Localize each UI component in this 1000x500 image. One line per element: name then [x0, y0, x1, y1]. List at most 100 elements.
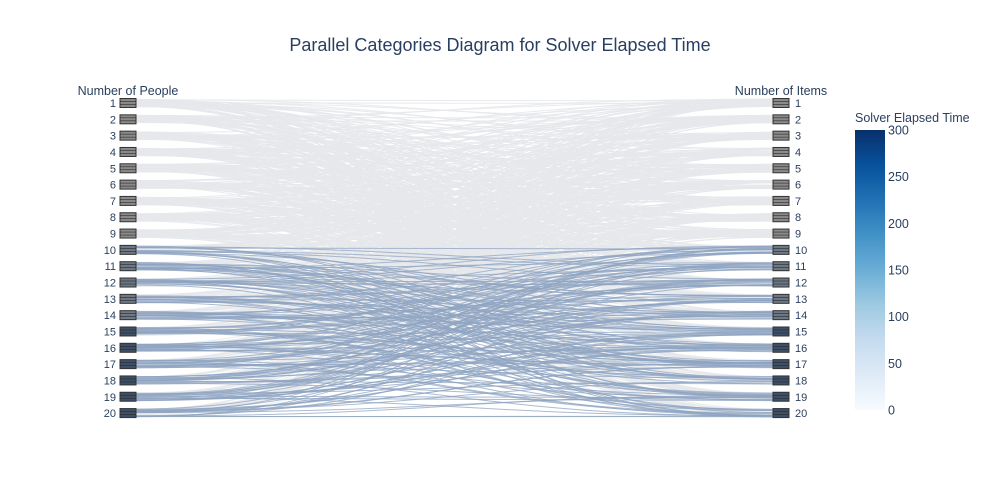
category-bar-items-15[interactable] — [772, 326, 790, 337]
category-label-items: 12 — [795, 278, 807, 290]
category-bar-items-19[interactable] — [772, 391, 790, 402]
category-label-items: 18 — [795, 375, 807, 387]
colorbar-tick-label: 50 — [888, 357, 902, 371]
ribbon-link — [135, 251, 774, 380]
ribbon-link — [135, 310, 774, 395]
category-bar-items-14[interactable] — [772, 310, 790, 321]
colorbar — [855, 130, 885, 410]
colorbar-tick-label: 300 — [888, 124, 909, 138]
category-bar-items-18[interactable] — [772, 375, 790, 386]
category-label-people: 1 — [110, 98, 116, 110]
category-label-people: 4 — [110, 147, 116, 159]
category-bars — [119, 98, 790, 419]
category-bar-people-12[interactable] — [119, 277, 137, 288]
category-label-items: 13 — [795, 294, 807, 306]
category-bar-items-8[interactable] — [772, 212, 790, 223]
colorbar-tick-label: 200 — [888, 217, 909, 231]
category-label-items: 15 — [795, 326, 807, 338]
category-label-people: 11 — [105, 261, 116, 273]
dimension-label-items: Number of Items — [735, 84, 827, 98]
ribbon-link — [135, 284, 774, 412]
colorbar-tick-label: 100 — [888, 310, 909, 324]
category-bar-people-10[interactable] — [119, 244, 137, 255]
ribbon-link — [135, 99, 774, 188]
category-bar-people-19[interactable] — [119, 391, 137, 402]
category-bar-people-11[interactable] — [119, 261, 137, 272]
ribbon-link — [135, 280, 774, 331]
ribbon-link — [135, 269, 774, 345]
ribbon-link — [135, 102, 774, 216]
category-bar-people-13[interactable] — [119, 293, 137, 304]
category-bar-people-6[interactable] — [119, 179, 137, 190]
ribbon-link — [135, 280, 774, 296]
category-bar-people-1[interactable] — [119, 98, 137, 108]
category-label-items: 3 — [795, 131, 801, 143]
category-bar-people-16[interactable] — [119, 342, 137, 353]
ribbon-link — [135, 380, 774, 385]
ribbon-link — [135, 327, 774, 410]
ribbon-link — [135, 381, 774, 412]
category-bar-items-6[interactable] — [772, 179, 790, 190]
category-label-people: 13 — [104, 294, 116, 306]
category-bar-people-4[interactable] — [119, 146, 137, 157]
ribbon-link — [135, 332, 774, 346]
category-label-items: 5 — [795, 163, 801, 175]
category-label-people: 2 — [110, 114, 116, 126]
category-bar-people-3[interactable] — [119, 130, 137, 141]
category-bar-people-20[interactable] — [119, 408, 137, 419]
ribbon-link — [135, 252, 774, 395]
ribbon-link — [135, 99, 774, 169]
ribbon-link — [135, 99, 774, 215]
category-bar-people-14[interactable] — [119, 310, 137, 321]
category-bar-items-9[interactable] — [772, 228, 790, 239]
ribbon-link — [135, 99, 774, 102]
category-bar-items-4[interactable] — [772, 146, 790, 157]
category-bar-people-5[interactable] — [119, 163, 137, 174]
ribbon-link — [135, 245, 774, 347]
category-bar-people-7[interactable] — [119, 195, 137, 206]
category-label-items: 9 — [795, 229, 801, 241]
category-label-items: 14 — [795, 310, 807, 322]
ribbon-link — [135, 180, 774, 361]
category-bar-items-10[interactable] — [772, 244, 790, 255]
category-bar-items-17[interactable] — [772, 359, 790, 370]
ribbon-link — [135, 396, 774, 413]
category-bar-items-11[interactable] — [772, 261, 790, 272]
category-bar-items-20[interactable] — [772, 408, 790, 419]
category-bar-people-2[interactable] — [119, 114, 137, 125]
category-bar-people-9[interactable] — [119, 228, 137, 239]
category-bar-people-17[interactable] — [119, 359, 137, 370]
category-bar-people-15[interactable] — [119, 326, 137, 337]
category-label-people: 9 — [110, 229, 116, 241]
dimension-label-people: Number of People — [78, 84, 179, 98]
category-label-people: 6 — [110, 180, 116, 192]
category-label-people: 17 — [104, 359, 116, 371]
category-bar-items-13[interactable] — [772, 293, 790, 304]
ribbon-link — [135, 365, 774, 413]
ribbon-link — [135, 329, 774, 411]
category-bar-items-16[interactable] — [772, 342, 790, 353]
category-bar-people-18[interactable] — [119, 375, 137, 386]
category-bar-items-3[interactable] — [772, 130, 790, 141]
colorbar-ticks: 0 50 100 150 200 250 300 — [888, 124, 909, 418]
ribbon-link — [135, 263, 774, 418]
category-label-people: 18 — [104, 375, 116, 387]
ribbon-link — [135, 295, 774, 313]
category-label-items: 19 — [795, 392, 807, 404]
category-label-people: 16 — [104, 343, 116, 355]
category-bar-people-8[interactable] — [119, 212, 137, 223]
ribbon-link — [135, 246, 774, 266]
category-bar-items-2[interactable] — [772, 114, 790, 125]
ribbon-link — [135, 115, 774, 249]
category-bar-items-5[interactable] — [772, 163, 790, 174]
category-label-people: 14 — [104, 310, 116, 322]
category-bar-items-7[interactable] — [772, 195, 790, 206]
category-label-items: 8 — [795, 212, 801, 224]
category-bar-items-1[interactable] — [772, 98, 790, 108]
category-bar-items-12[interactable] — [772, 277, 790, 288]
ribbon-link — [135, 99, 774, 234]
ribbon-link — [135, 310, 774, 401]
ribbon-link — [135, 395, 774, 417]
category-label-people: 15 — [104, 326, 116, 338]
category-label-items: 11 — [795, 261, 806, 273]
